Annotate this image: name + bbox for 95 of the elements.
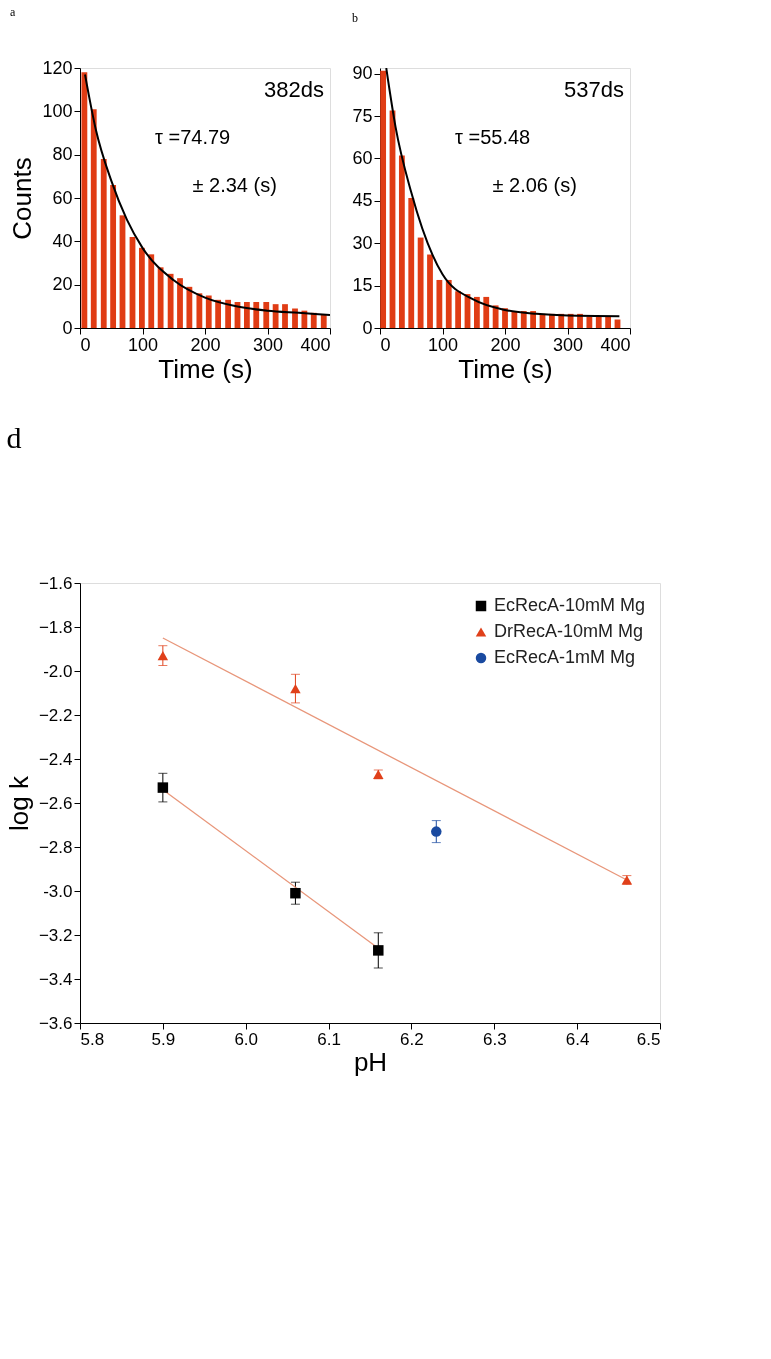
y-tick-label: 15 xyxy=(352,275,373,296)
bar xyxy=(177,278,183,328)
y-tick-label: 30 xyxy=(352,232,373,253)
y-tick-label: 40 xyxy=(52,230,73,251)
annotation: τ =74.79 xyxy=(155,126,231,149)
x-tick-label: 400 xyxy=(300,334,331,355)
bar xyxy=(81,72,88,328)
y-tick-label: 0 xyxy=(62,317,73,338)
y-tick-label: −3.6 xyxy=(38,1013,73,1033)
y-tick-label: 90 xyxy=(352,63,373,84)
bar xyxy=(186,286,193,328)
chart-title: b xyxy=(351,10,358,25)
x-tick-label: 300 xyxy=(552,334,584,355)
y-tick-label: −3.2 xyxy=(38,925,73,945)
y-tick-label: -2.0 xyxy=(43,661,73,681)
bar xyxy=(282,304,288,328)
y-axis-title: log k xyxy=(3,775,34,831)
y-tick-label: −2.8 xyxy=(38,837,73,857)
x-axis-title: Time (s) xyxy=(158,353,253,384)
annotation: 537ds xyxy=(564,77,624,102)
bar xyxy=(243,302,250,328)
x-tick-label: 6.1 xyxy=(317,1029,341,1049)
x-tick-label: 6.4 xyxy=(565,1029,590,1049)
bar xyxy=(263,302,270,328)
bar xyxy=(253,302,260,328)
line-series xyxy=(84,73,330,316)
x-tick-label: 100 xyxy=(427,334,459,355)
annotation: 382ds xyxy=(264,77,324,102)
bar xyxy=(157,267,164,328)
y-tick-label: −2.6 xyxy=(38,793,73,813)
y-tick-label: −3.4 xyxy=(38,969,73,989)
x-tick-label: 0 xyxy=(380,334,391,355)
bar xyxy=(225,299,232,328)
bar xyxy=(436,279,443,328)
bar xyxy=(138,247,145,328)
legend-label: DrRecA-10mM Mg xyxy=(494,621,644,641)
y-tick-label: −2.2 xyxy=(38,705,73,725)
bar xyxy=(473,296,480,328)
y-tick-label: 100 xyxy=(42,100,73,121)
bar xyxy=(110,185,117,328)
y-tick-label: 20 xyxy=(52,274,73,295)
annotation: τ =55.48 xyxy=(455,126,531,149)
x-tick-label: 6.0 xyxy=(234,1029,259,1049)
y-tick-label: −2.4 xyxy=(38,749,73,769)
bar xyxy=(427,254,433,328)
y-tick-label: 80 xyxy=(52,144,73,165)
y-tick-label: 0 xyxy=(362,317,373,338)
chart-title: a xyxy=(9,5,16,19)
x-tick-label: 100 xyxy=(127,334,159,355)
annotation: ± 2.06 (s) xyxy=(492,174,577,197)
y-tick-label: −1.6 xyxy=(38,573,73,593)
annotation: ± 2.34 (s) xyxy=(192,174,277,197)
bar xyxy=(205,295,212,328)
y-tick-label: 120 xyxy=(42,57,73,78)
x-axis-title: pH xyxy=(353,1046,388,1077)
x-tick-label: 6.3 xyxy=(482,1029,507,1049)
x-tick-label: 400 xyxy=(600,334,631,355)
bar xyxy=(445,279,452,328)
y-tick-label: 60 xyxy=(52,187,73,208)
x-tick-label: 200 xyxy=(490,334,521,355)
bar xyxy=(215,299,222,328)
bar xyxy=(167,273,174,328)
legend-label: EcRecA-10mM Mg xyxy=(494,595,646,615)
chart-title: d xyxy=(6,421,22,454)
bar xyxy=(586,316,593,328)
x-tick-label: 6.5 xyxy=(636,1029,661,1049)
x-tick-label: 0 xyxy=(80,334,91,355)
bar xyxy=(100,159,107,328)
bar xyxy=(455,291,462,328)
bar xyxy=(148,254,155,328)
y-tick-label: 45 xyxy=(352,190,373,211)
y-tick-label: 75 xyxy=(352,105,373,126)
bar xyxy=(605,316,612,328)
x-tick-label: 200 xyxy=(190,334,221,355)
bar xyxy=(196,293,203,328)
x-axis-title: Time (s) xyxy=(458,353,553,384)
x-tick-label: 300 xyxy=(252,334,284,355)
bar xyxy=(320,315,327,328)
y-tick-label: 60 xyxy=(352,147,373,168)
x-tick-label: 5.9 xyxy=(151,1029,176,1049)
bar xyxy=(483,296,490,328)
bar xyxy=(492,305,499,328)
x-tick-label: 6.2 xyxy=(400,1029,424,1049)
x-tick-label: 5.8 xyxy=(80,1029,105,1049)
bar xyxy=(595,316,602,328)
bar xyxy=(408,198,415,328)
bar xyxy=(272,304,279,328)
legend-label: EcRecA-1mM Mg xyxy=(494,647,636,667)
bar xyxy=(417,237,424,328)
y-tick-label: -3.0 xyxy=(43,881,73,901)
bar xyxy=(511,311,518,328)
bar xyxy=(398,155,405,328)
y-axis-title: Counts xyxy=(7,157,38,240)
y-tick-label: −1.8 xyxy=(38,617,73,637)
bar xyxy=(90,109,97,328)
